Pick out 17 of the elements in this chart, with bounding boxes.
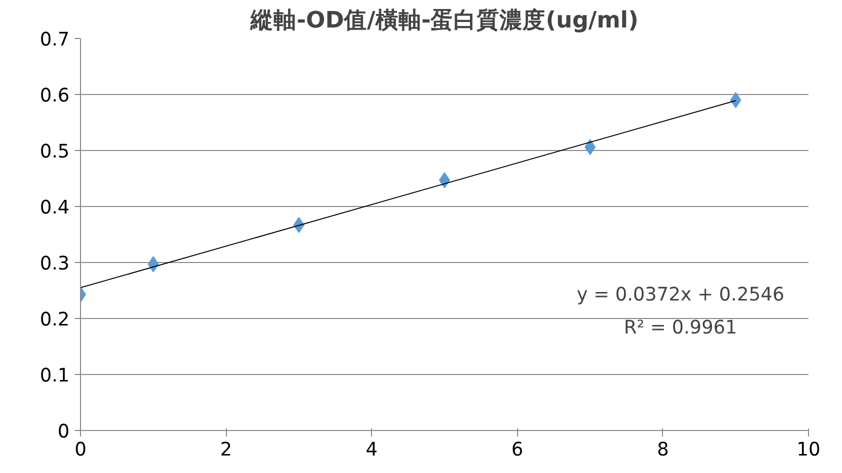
x-tick-label: 2 bbox=[220, 440, 232, 460]
x-tick-label: 10 bbox=[796, 440, 820, 460]
annotation: y = 0.0372x + 0.2546 bbox=[576, 284, 784, 306]
chart-title: 縱軸-OD值/橫軸-蛋白質濃度(ug/ml) bbox=[250, 6, 638, 34]
y-tick-label: 0.6 bbox=[40, 86, 70, 106]
y-tick-label: 0.5 bbox=[40, 142, 70, 162]
x-tick-label: 8 bbox=[656, 440, 669, 460]
y-tick-label: 0.1 bbox=[40, 366, 70, 386]
y-tick-label: 0.2 bbox=[40, 310, 70, 330]
y-tick-label: 0 bbox=[58, 422, 70, 442]
y-tick-label: 0.3 bbox=[40, 254, 70, 274]
y-tick-label: 0.4 bbox=[40, 198, 70, 218]
x-tick-label: 4 bbox=[366, 440, 378, 460]
y-tick-label: 0.7 bbox=[40, 30, 70, 50]
x-tick-label: 6 bbox=[511, 440, 524, 460]
x-tick-label: 0 bbox=[74, 440, 86, 460]
annotation: R² = 0.9961 bbox=[624, 318, 738, 338]
